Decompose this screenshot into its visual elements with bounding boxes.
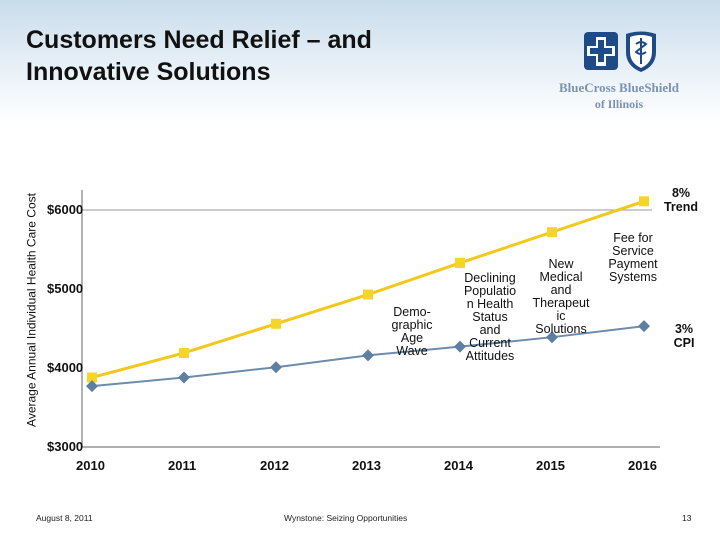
- trend-point-2014: [455, 257, 465, 268]
- x-tick-2015: 2015: [536, 458, 565, 473]
- annotation-line: Populatio: [463, 284, 517, 298]
- footer-date: August 8, 2011: [36, 513, 93, 523]
- legend-trend-line2: Trend: [663, 200, 699, 214]
- bcbs-logo: BlueCross BlueShield of Illinois: [544, 28, 694, 120]
- slide-title: Customers Need Relief – and Innovative S…: [26, 24, 496, 88]
- legend-cpi-line1: 3%: [674, 322, 694, 336]
- cpi-point-2011: [178, 371, 190, 384]
- annotation-line: Current: [469, 336, 511, 350]
- y-tick-5000: $5000: [47, 281, 84, 296]
- x-tick-2011: 2011: [168, 458, 197, 473]
- x-tick-2013: 2013: [352, 458, 381, 473]
- annotation-line: and: [550, 283, 572, 297]
- logo-name: BlueCross BlueShield: [558, 80, 680, 95]
- annotation-new-medical: New Medical and Therapeut ic Solutions: [524, 258, 598, 336]
- annotation-demographic: Demo-graphic Age Wave: [380, 306, 444, 358]
- annotation-line: Age: [400, 331, 424, 345]
- annotation-line: n Health: [466, 297, 514, 311]
- x-tick-2014: 2014: [444, 458, 473, 473]
- x-tick-2010: 2010: [76, 458, 105, 473]
- logo-sub: of Illinois: [594, 97, 644, 111]
- annotation-line: Payment: [608, 257, 658, 271]
- trend-point-2013: [363, 289, 373, 300]
- annotation-line: Demo-: [393, 305, 431, 319]
- annotation-line: Fee for: [613, 231, 653, 245]
- annotation-line: Service: [612, 244, 654, 258]
- annotation-line: graphic: [391, 318, 433, 332]
- cpi-point-2015: [546, 331, 558, 344]
- y-tick-4000: $4000: [47, 360, 84, 375]
- title-line-2: Innovative Solutions: [26, 58, 271, 86]
- annotation-fee-for-service: Fee for Service Payment Systems: [598, 232, 668, 284]
- legend-trend: 8% Trend: [656, 186, 706, 214]
- annotation-line: Declining: [464, 271, 516, 285]
- trend-point-2015: [547, 227, 557, 238]
- cpi-point-2014: [454, 340, 466, 353]
- annotation-line: New: [548, 257, 574, 271]
- x-tick-2016: 2016: [628, 458, 657, 473]
- annotation-line: Wave: [396, 344, 428, 358]
- annotation-line: Systems: [609, 270, 657, 284]
- trend-point-2016: [639, 196, 649, 207]
- trend-point-2012: [271, 318, 281, 329]
- annotation-line: ic: [556, 309, 566, 323]
- annotation-line: Status: [472, 310, 508, 324]
- title-line-1: Customers Need Relief – and: [26, 26, 372, 54]
- legend-cpi: 3% CPI: [664, 322, 704, 350]
- annotation-line: Medical: [539, 270, 583, 284]
- annotation-declining-health: Declining Populatio n Health Status and Curre…: [456, 272, 524, 363]
- footer-center: Wynstone: Seizing Opportunities: [284, 513, 408, 523]
- legend-trend-line1: 8%: [671, 186, 691, 200]
- cpi-point-2016: [638, 320, 650, 333]
- cross-shield-icon: [584, 31, 656, 72]
- x-tick-2012: 2012: [260, 458, 289, 473]
- trend-point-2010: [87, 372, 97, 383]
- legend-cpi-line2: CPI: [673, 336, 695, 350]
- y-tick-6000: $6000: [47, 202, 84, 217]
- annotation-line: Attitudes: [465, 349, 515, 363]
- annotation-line: Therapeut: [532, 296, 590, 310]
- page-number: 13: [682, 513, 692, 523]
- y-tick-3000: $3000: [47, 439, 84, 454]
- cpi-point-2010: [86, 380, 98, 393]
- cpi-point-2012: [270, 361, 282, 374]
- annotation-line: and: [479, 323, 501, 337]
- cpi-point-2013: [362, 349, 374, 362]
- trend-point-2011: [179, 347, 189, 358]
- annotation-line: Solutions: [535, 322, 587, 336]
